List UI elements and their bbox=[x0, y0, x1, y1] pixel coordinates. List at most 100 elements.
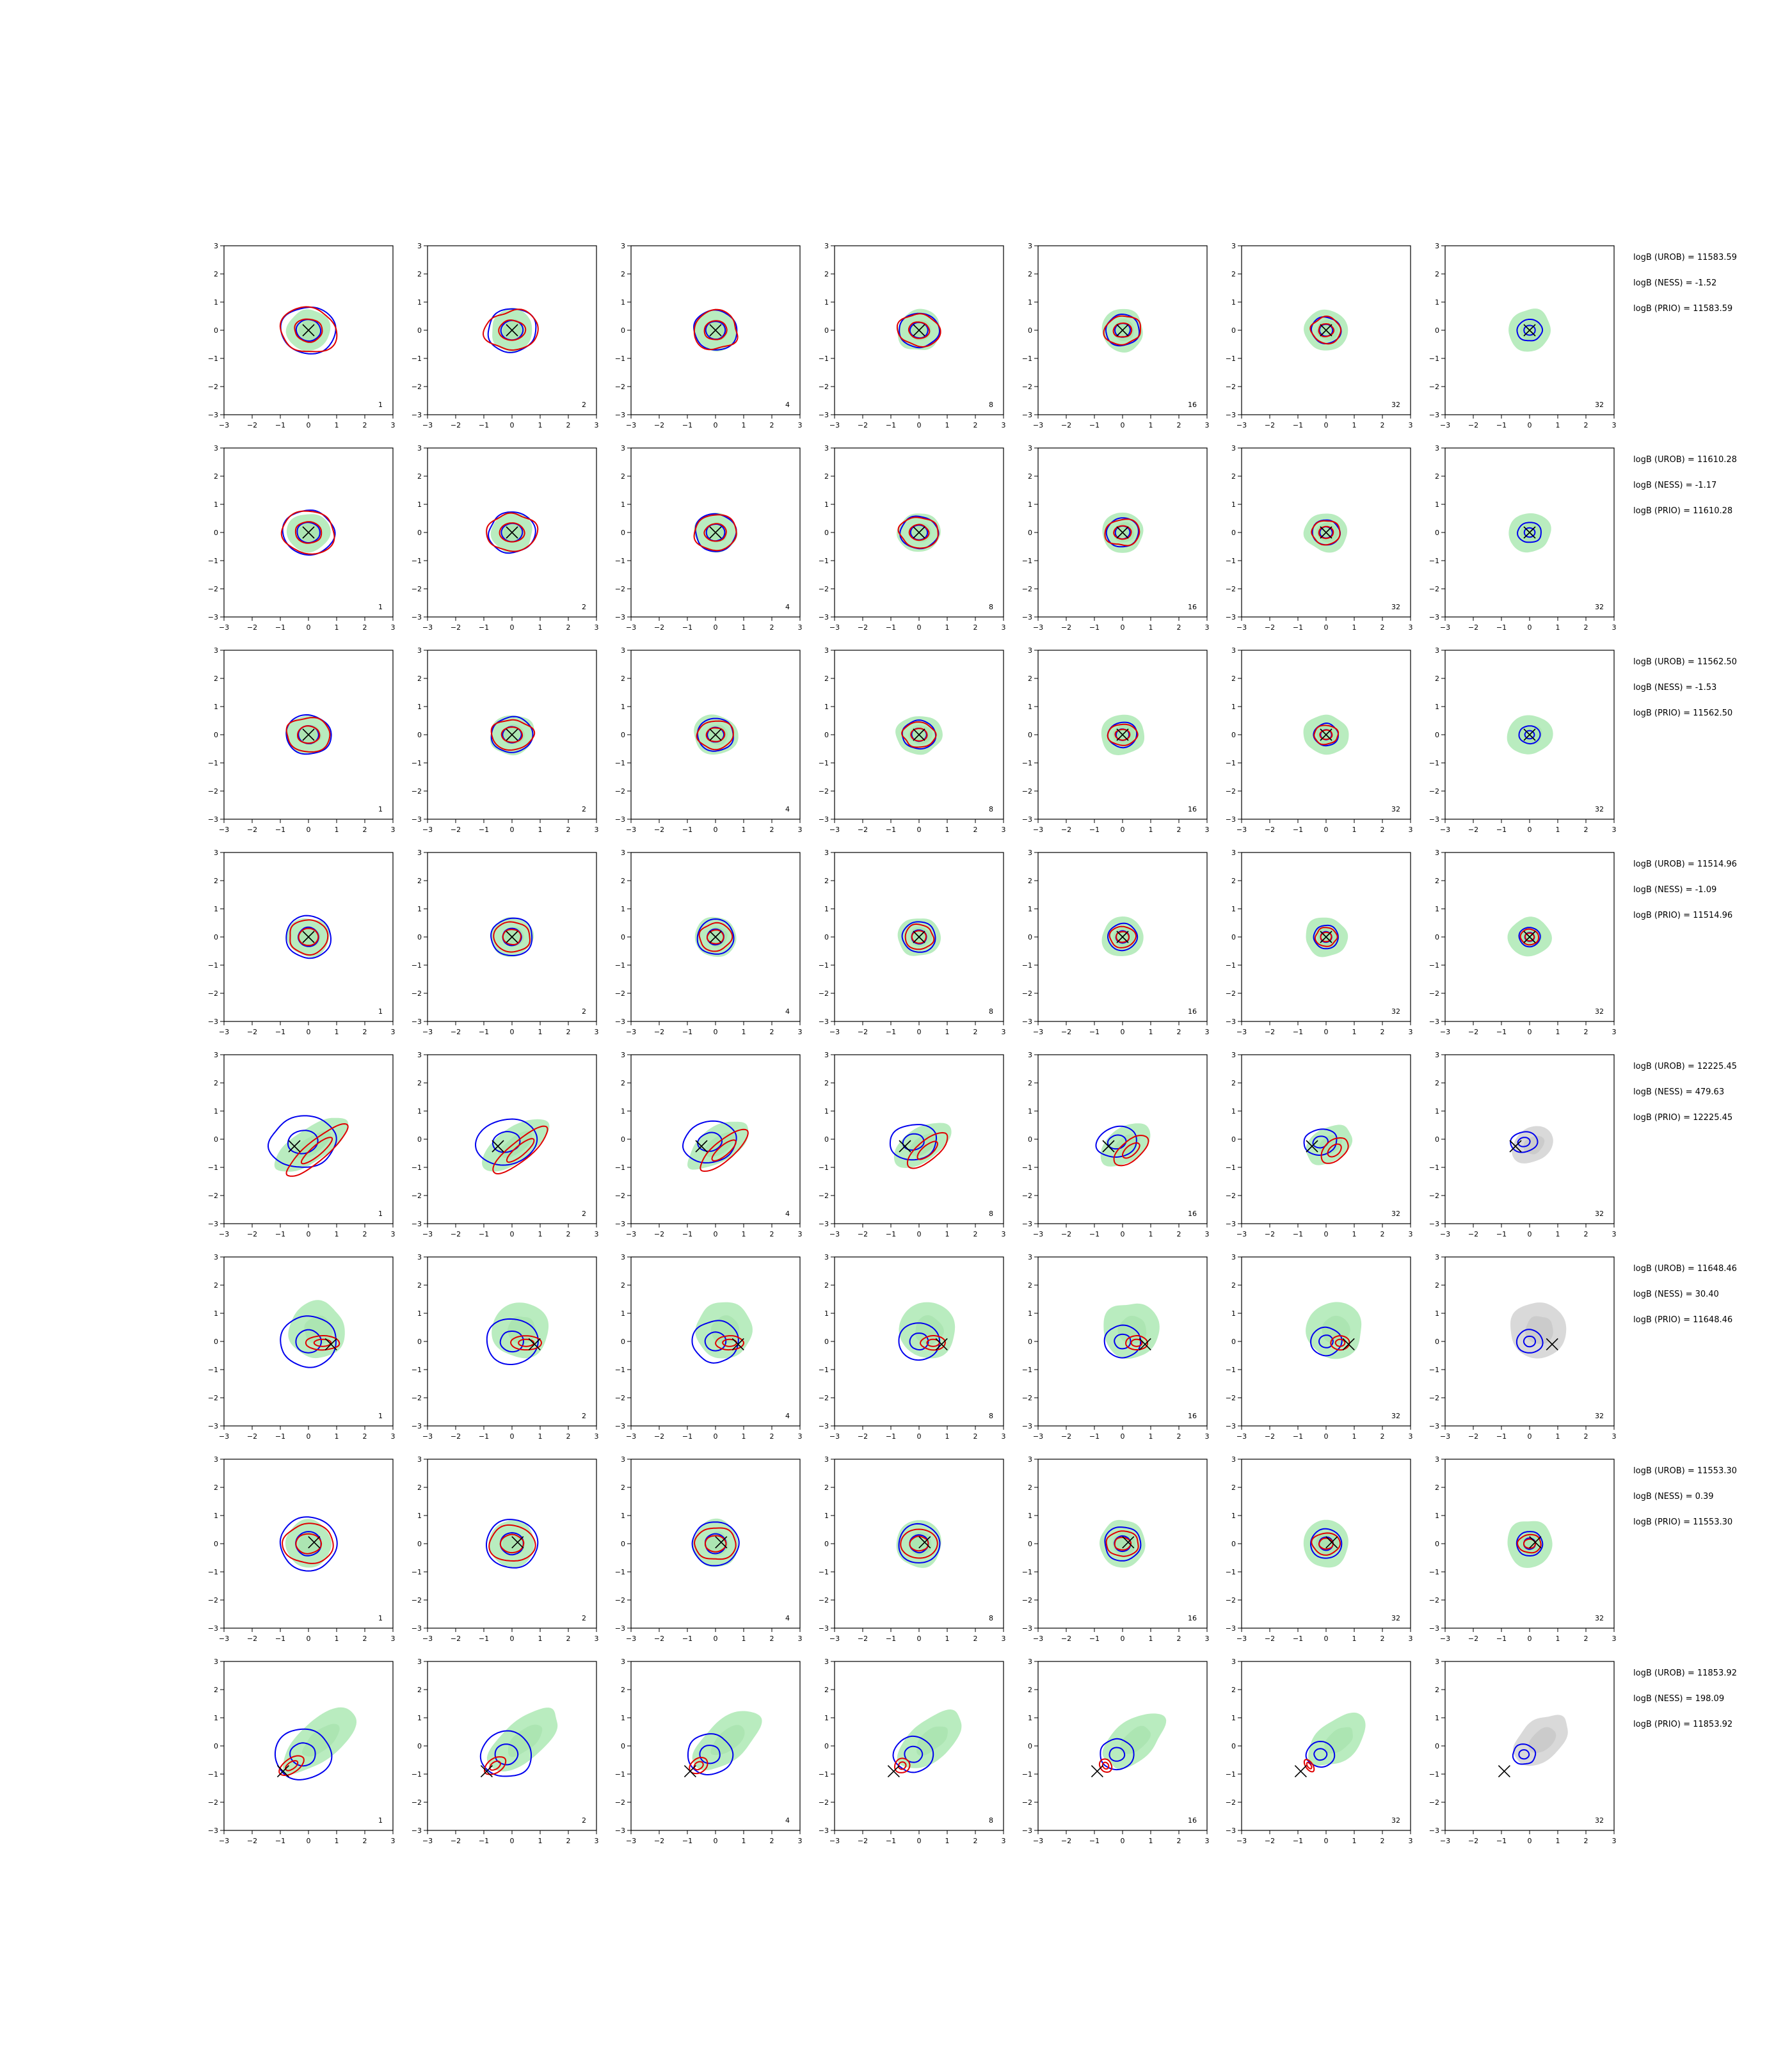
red-contour-inner bbox=[1327, 1143, 1342, 1158]
y-tick-label: −1 bbox=[1226, 1164, 1236, 1172]
x-tick-label: −3 bbox=[626, 1635, 636, 1643]
x-tick-label: 3 bbox=[1409, 421, 1413, 429]
x-tick-label: 0 bbox=[510, 1230, 515, 1238]
red-contour-outer bbox=[1309, 316, 1342, 345]
y-tick-label: −1 bbox=[208, 1770, 218, 1779]
x-tick-label: −1 bbox=[1293, 1432, 1303, 1441]
y-tick-label: 0 bbox=[214, 529, 218, 537]
red-contour-outer bbox=[896, 313, 941, 348]
y-tick-label: −2 bbox=[1226, 585, 1236, 593]
x-tick-label: −1 bbox=[275, 1837, 285, 1845]
blue-contour-inner bbox=[1107, 1134, 1127, 1150]
panel-r2-c7: −3−3 −2 −2 −1 −1 0 0 1 1 2 2 3 3 32 bbox=[1429, 444, 1617, 632]
red-contour-outer bbox=[700, 1128, 749, 1172]
panel-label: 1 bbox=[378, 1816, 383, 1825]
y-tick-label: −3 bbox=[1429, 815, 1439, 824]
y-tick-label: −3 bbox=[615, 815, 625, 824]
x-tick-label: 1 bbox=[538, 1230, 543, 1238]
x-tick-label: −3 bbox=[1440, 1432, 1450, 1441]
x-tick-label: −3 bbox=[219, 421, 229, 429]
x-tick-label: −1 bbox=[1496, 1028, 1507, 1036]
panel-r2-c6: −3−3 −2 −2 −1 −1 0 0 1 1 2 2 3 3 32 bbox=[1226, 444, 1413, 632]
x-tick-label: 0 bbox=[1528, 421, 1532, 429]
y-tick-label: 1 bbox=[417, 703, 422, 711]
x-tick-label: 0 bbox=[510, 826, 515, 834]
y-tick-label: 2 bbox=[1231, 1686, 1236, 1694]
x-tick-label: 2 bbox=[363, 421, 367, 429]
y-tick-label: −2 bbox=[615, 1798, 625, 1807]
y-tick-label: −2 bbox=[1226, 787, 1236, 796]
reference-x-marker bbox=[1320, 324, 1332, 337]
x-tick-label: −3 bbox=[1033, 421, 1043, 429]
x-tick-label: −1 bbox=[682, 1837, 692, 1845]
panel-label: 16 bbox=[1188, 1816, 1197, 1825]
red-contour-outer bbox=[289, 919, 329, 956]
x-tick-label: −2 bbox=[654, 1635, 664, 1643]
panel-r8-c2: −3−3 −2 −2 −1 −1 0 0 1 1 2 2 3 3 2 bbox=[412, 1658, 599, 1845]
x-tick-label: 3 bbox=[595, 623, 599, 632]
panel-label: 1 bbox=[378, 805, 383, 813]
blue-contour-inner bbox=[1523, 324, 1536, 336]
y-tick-label: 1 bbox=[621, 703, 625, 711]
reference-x-marker bbox=[1325, 1536, 1338, 1549]
x-tick-label: −1 bbox=[1089, 826, 1100, 834]
y-tick-label: 1 bbox=[1435, 703, 1439, 711]
density-core bbox=[710, 1315, 739, 1344]
y-tick-label: −2 bbox=[412, 1394, 422, 1402]
x-tick-label: −1 bbox=[1089, 623, 1100, 632]
y-tick-label: 2 bbox=[417, 1281, 422, 1290]
x-tick-label: −2 bbox=[451, 1432, 461, 1441]
x-tick-label: −2 bbox=[1468, 623, 1478, 632]
x-tick-label: 2 bbox=[973, 1635, 978, 1643]
stat-text-r4-3: logB (PRIO) = 11514.96 bbox=[1633, 911, 1732, 920]
stat-text-r6-2: logB (NESS) = 30.40 bbox=[1633, 1290, 1719, 1299]
y-tick-label: −3 bbox=[1429, 411, 1439, 419]
blue-contour-outer bbox=[479, 1730, 532, 1777]
x-tick-label: −3 bbox=[829, 1230, 840, 1238]
density-core bbox=[1322, 1315, 1350, 1345]
x-tick-label: −1 bbox=[886, 1635, 896, 1643]
blue-contour-inner bbox=[289, 1742, 316, 1767]
y-tick-label: 2 bbox=[214, 877, 218, 885]
y-tick-label: −1 bbox=[208, 557, 218, 565]
blue-contour-outer bbox=[1095, 1125, 1137, 1158]
x-tick-label: −2 bbox=[1061, 1837, 1071, 1845]
red-contour-inner bbox=[1130, 1338, 1143, 1347]
reference-x-marker bbox=[1523, 931, 1536, 943]
y-tick-label: −1 bbox=[412, 1770, 422, 1779]
x-tick-label: 2 bbox=[770, 1635, 774, 1643]
y-tick-label: 0 bbox=[621, 933, 625, 941]
stat-text-r8-3: logB (PRIO) = 11853.92 bbox=[1633, 1720, 1732, 1729]
y-tick-label: 0 bbox=[621, 529, 625, 537]
x-tick-label: 1 bbox=[742, 1635, 746, 1643]
x-tick-label: 0 bbox=[1528, 1837, 1532, 1845]
red-contour-outer bbox=[906, 1132, 948, 1169]
panel-r7-c7: −3−3 −2 −2 −1 −1 0 0 1 1 2 2 3 3 32 bbox=[1429, 1455, 1617, 1643]
reference-x-marker bbox=[1102, 1140, 1115, 1153]
y-tick-label: −2 bbox=[208, 989, 218, 998]
panel-r6-c4: −3−3 −2 −2 −1 −1 0 0 1 1 2 2 3 3 8 bbox=[819, 1253, 1006, 1441]
x-tick-label: −3 bbox=[1440, 1837, 1450, 1845]
y-tick-label: 0 bbox=[417, 1540, 422, 1548]
y-tick-label: −2 bbox=[819, 1192, 829, 1200]
x-tick-label: −2 bbox=[1468, 1837, 1478, 1845]
y-tick-label: −1 bbox=[208, 1366, 218, 1374]
stat-text-r4-1: logB (UROB) = 11514.96 bbox=[1633, 860, 1737, 869]
x-tick-label: 2 bbox=[973, 623, 978, 632]
panel-label: 16 bbox=[1188, 1210, 1197, 1218]
reference-x-marker bbox=[1122, 1536, 1135, 1549]
red-contour-outer bbox=[897, 516, 939, 549]
y-tick-label: 0 bbox=[1028, 731, 1032, 739]
red-contour-outer bbox=[282, 1523, 334, 1564]
y-tick-label: −3 bbox=[412, 1422, 422, 1430]
y-tick-label: 2 bbox=[214, 1686, 218, 1694]
density-core bbox=[502, 319, 524, 341]
y-tick-label: 3 bbox=[1028, 444, 1032, 452]
panel-r8-c1: −3−3 −2 −2 −1 −1 0 0 1 1 2 2 3 3 1 bbox=[208, 1658, 396, 1845]
y-tick-label: −1 bbox=[819, 1366, 829, 1374]
y-tick-label: −3 bbox=[208, 815, 218, 824]
x-tick-label: 2 bbox=[1584, 1230, 1588, 1238]
x-tick-label: 1 bbox=[945, 1432, 950, 1441]
y-tick-label: 1 bbox=[214, 703, 218, 711]
y-tick-label: −1 bbox=[1022, 961, 1032, 970]
